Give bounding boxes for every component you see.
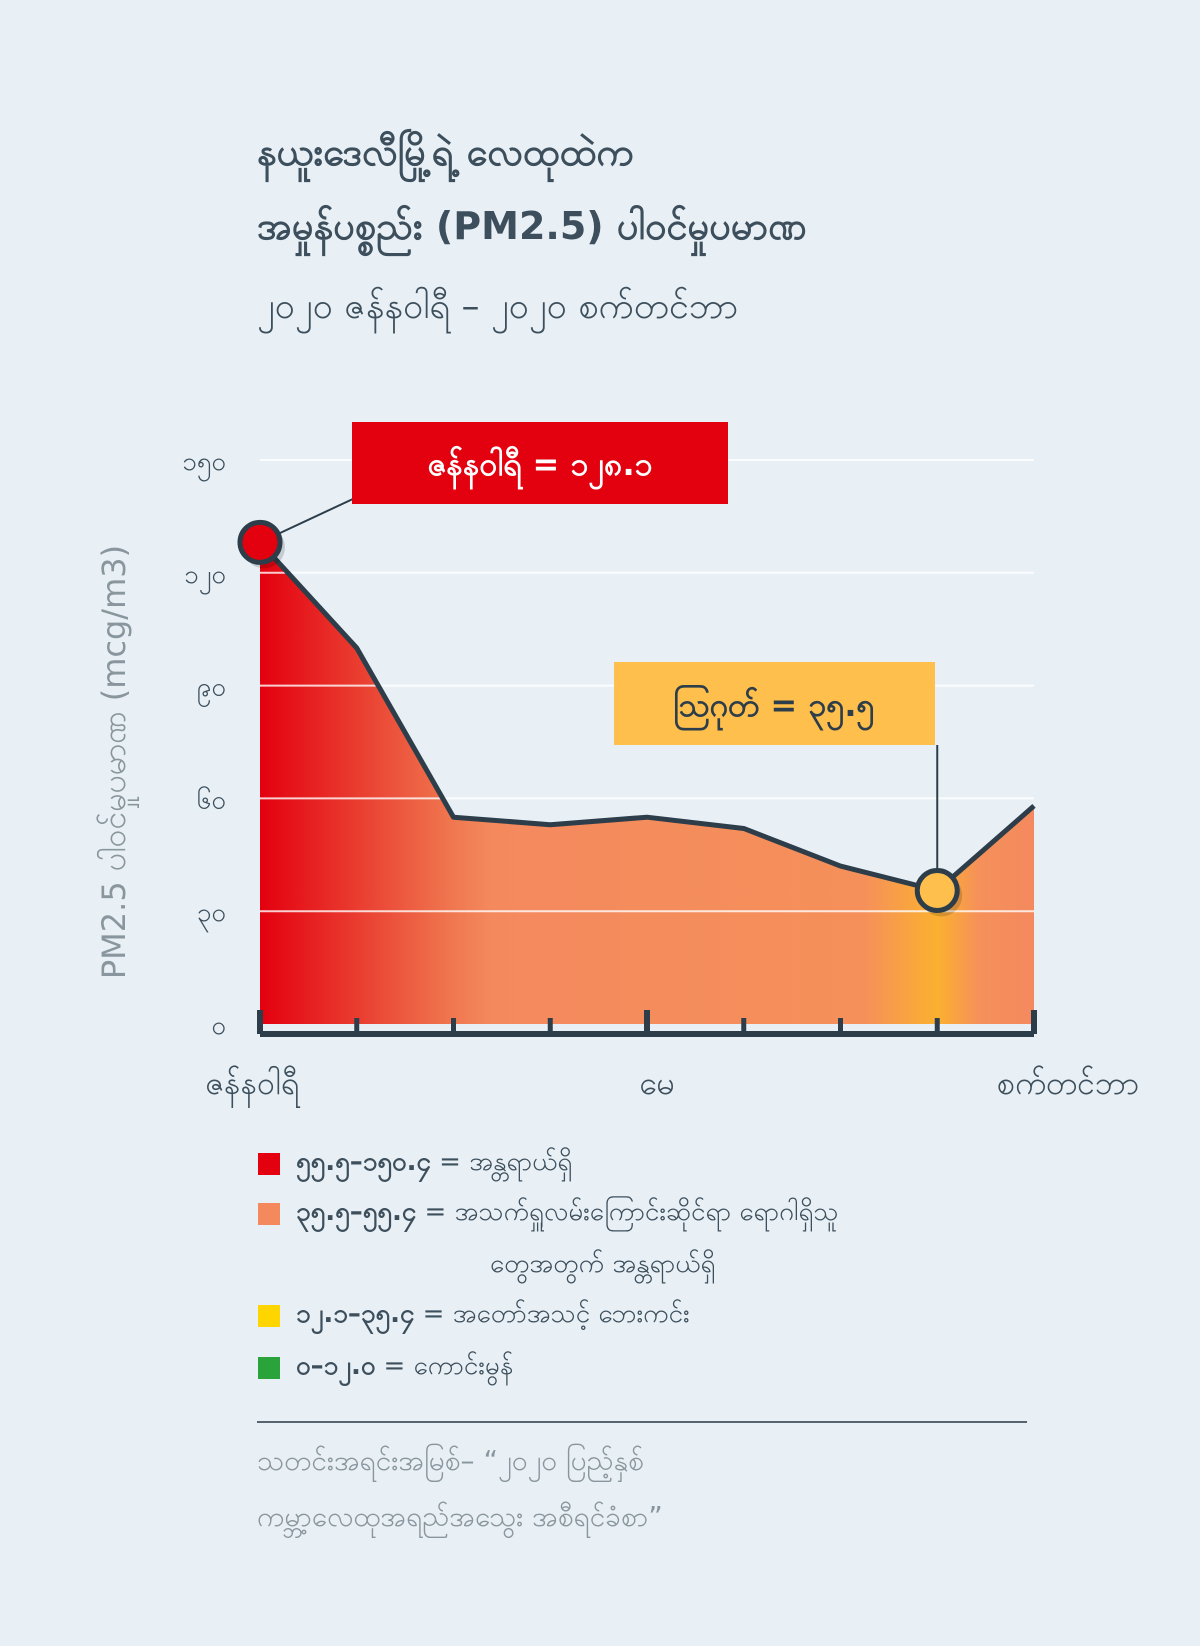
legend-text: = ကောင်းမွန် <box>383 1351 514 1381</box>
legend-text: = အန္တရာယ်ရှိ <box>439 1147 573 1177</box>
legend-swatch <box>258 1304 280 1327</box>
legend-swatch <box>258 1356 280 1379</box>
highlight-point <box>237 519 283 565</box>
y-tick-label: ၃၀ <box>197 898 227 933</box>
x-tick-label: မေ <box>639 1064 675 1102</box>
annotation-label: ဩဂုတ် = ၃၅.၅ <box>674 686 875 731</box>
legend-range: ၃၅.၅–၅၅.၄ <box>296 1197 417 1227</box>
legend-text: = အသက်ရှူလမ်းကြောင်းဆိုင်ရာ ရောဂါရှိသူ <box>424 1197 839 1227</box>
annotation-box <box>614 662 935 745</box>
x-tick-label: ဇန်နဝါရီ <box>205 1064 301 1108</box>
legend-range: ၀–၁၂.၀ <box>296 1351 376 1381</box>
legend-text: = အတော်အသင့် ဘေးကင်း <box>422 1299 690 1329</box>
source-line-1: သတင်းအရင်းအမြစ်– “၂၀၂၀ ပြည့်နှစ် <box>257 1444 644 1477</box>
annotation-label: ဇန်နဝါရီ = ၁၂၈.၁ <box>427 445 652 490</box>
legend-item-moderate: ၁၂.၁–၃၅.၄ = အတော်အသင့် ဘေးကင်း <box>258 1296 690 1335</box>
legend-swatch <box>258 1152 280 1175</box>
y-tick-label: ၆၀ <box>197 783 227 815</box>
y-tick-label: ၀ <box>211 1011 226 1041</box>
x-tick-label: စက်တင်ဘာ <box>997 1064 1139 1102</box>
chart-title-line-1: နယူးဒေလီမြို့ရဲ့ လေထုထဲက <box>257 130 634 174</box>
legend-text-continuation: တွေအတွက် အန္တရာယ်ရှိ <box>490 1249 716 1279</box>
legend-swatch <box>258 1202 280 1225</box>
legend-item-sensitive: ၃၅.၅–၅၅.၄ = အသက်ရှူလမ်းကြောင်းဆိုင်ရာ ရေ… <box>258 1194 839 1233</box>
chart-subtitle: ၂၀၂၀ ဇန်နဝါရီ – ၂၀၂၀ စက်တင်ဘာ <box>257 286 739 327</box>
y-tick-label: ၁၅၀ <box>182 447 226 482</box>
legend-range: ၁၂.၁–၃၅.၄ <box>296 1299 415 1329</box>
divider <box>257 1421 1027 1423</box>
series-line <box>258 540 1036 894</box>
highlight-point <box>914 868 960 914</box>
y-tick-label: ၁၂၀ <box>184 560 226 595</box>
annotation-box <box>352 422 728 504</box>
y-axis-label: PM2.5 ပါဝင်မှုပမာဏ (mcg/m3) <box>95 545 139 979</box>
legend-range: ၅၅.၅–၁၅၀.၄ <box>296 1147 432 1177</box>
source-line-2: ကမ္ဘာ့လေထုအရည်အသွေး အစီရင်ခံစာ” <box>257 1500 663 1533</box>
y-tick-label: ၉၀ <box>197 673 227 708</box>
legend-item-hazardous: ၅၅.၅–၁၅၀.၄ = အန္တရာယ်ရှိ <box>258 1144 572 1183</box>
area-fill <box>260 542 1034 1024</box>
legend-item-good: ၀–၁၂.၀ = ကောင်းမွန် <box>258 1348 513 1387</box>
chart-title-line-2: အမှုန်ပစ္စည်း (PM2.5) ပါဝင်မှုပမာဏ <box>257 204 807 248</box>
